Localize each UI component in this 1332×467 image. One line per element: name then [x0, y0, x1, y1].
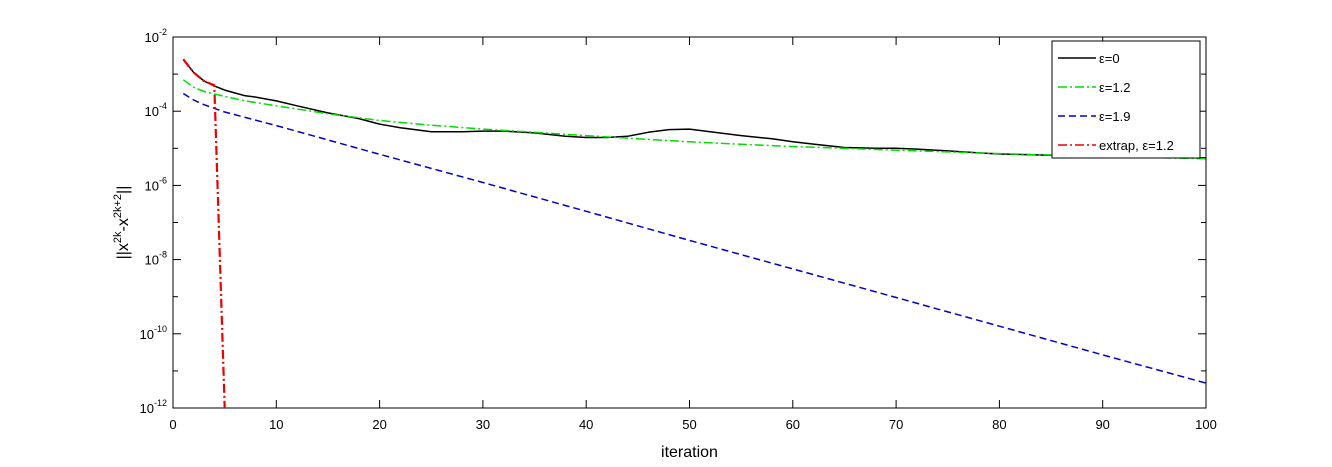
- y-tick-label: 10-6: [145, 175, 167, 193]
- y-tick-label: 10-8: [145, 250, 167, 268]
- y-tick-label: 10-10: [140, 324, 167, 342]
- legend-label-2: ε=1.2: [1099, 80, 1130, 95]
- plot-area-frame: [172, 36, 1207, 409]
- x-tick-label: 20: [372, 417, 386, 432]
- x-tick-label: 50: [682, 417, 696, 432]
- y-tick-label: 10-12: [140, 398, 167, 416]
- y-axis-label: ||x2k-x2k+2||: [112, 186, 132, 260]
- x-tick-label: 90: [1095, 417, 1109, 432]
- x-tick-label: 100: [1195, 417, 1217, 432]
- series-line-4: [182, 58, 226, 409]
- legend-label-4: extrap, ε=1.2: [1099, 138, 1174, 153]
- y-tick-label: 10-2: [145, 27, 167, 45]
- x-tick-label: 30: [476, 417, 490, 432]
- series-line-1: [182, 58, 1207, 159]
- legend-box: [1051, 40, 1201, 159]
- legend-label-3: ε=1.9: [1099, 109, 1130, 124]
- y-tick-label: 10-4: [145, 101, 167, 119]
- series-line-3: [182, 92, 1207, 384]
- x-tick-label: 40: [579, 417, 593, 432]
- x-axis-label: iteration: [661, 444, 718, 461]
- x-tick-label: 60: [786, 417, 800, 432]
- legend-label-1: ε=0: [1099, 51, 1120, 66]
- x-tick-label: 80: [992, 417, 1006, 432]
- x-tick-label: 0: [169, 417, 176, 432]
- x-tick-label: 70: [889, 417, 903, 432]
- x-tick-label: 10: [269, 417, 283, 432]
